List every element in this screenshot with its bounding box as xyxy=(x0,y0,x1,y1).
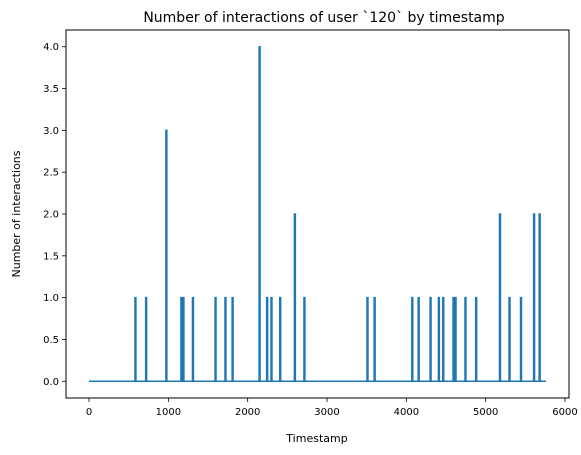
spike-17 xyxy=(411,296,414,382)
plot-lines xyxy=(89,45,546,383)
spike-29 xyxy=(532,213,536,382)
y-tick-label: 4.0 xyxy=(43,42,59,53)
spike-21 xyxy=(442,296,445,382)
spike-13 xyxy=(293,213,297,382)
y-axis-label: Number of interactions xyxy=(10,150,23,277)
spike-10 xyxy=(265,296,269,382)
y-tick-label: 2.0 xyxy=(43,210,59,221)
y-axis-ticks: 0.0 0.5 1.0 1.5 2.0 2.5 3.0 3.5 4.0 xyxy=(43,42,66,388)
x-tick-label: 4000 xyxy=(394,407,419,418)
chart-title: Number of interactions of user `120` by … xyxy=(143,10,504,26)
spike-18 xyxy=(417,296,420,382)
y-tick-label: 2.5 xyxy=(43,168,59,179)
spike-8 xyxy=(231,296,234,382)
spike-2 xyxy=(165,129,168,382)
spike-26 xyxy=(498,213,502,382)
x-tick-label: 2000 xyxy=(235,407,260,418)
spike-16 xyxy=(373,296,376,382)
x-axis-label: Timestamp xyxy=(285,432,347,445)
y-tick-label: 0.0 xyxy=(43,377,59,388)
x-axis-ticks: 0 1000 2000 3000 4000 5000 6000 xyxy=(86,398,578,418)
spike-1 xyxy=(144,296,148,382)
spike-9 xyxy=(258,45,261,382)
spike-4 xyxy=(182,296,185,382)
spike-5 xyxy=(191,296,195,382)
y-tick-label: 1.5 xyxy=(43,251,59,262)
spike-20 xyxy=(437,296,441,382)
spike-27 xyxy=(508,296,511,382)
spike-6 xyxy=(214,296,217,382)
spike-28 xyxy=(519,296,523,382)
spike-15 xyxy=(366,296,369,382)
spike-7 xyxy=(224,296,227,382)
x-tick-label: 3000 xyxy=(314,407,339,418)
y-tick-label: 3.0 xyxy=(43,126,59,137)
spike-0 xyxy=(134,296,137,382)
spike-30 xyxy=(538,213,541,382)
x-tick-label: 0 xyxy=(86,407,92,418)
spike-11 xyxy=(270,296,273,382)
spike-24 xyxy=(464,296,467,382)
spike-14 xyxy=(303,296,306,382)
y-tick-label: 1.0 xyxy=(43,293,59,304)
spike-19 xyxy=(429,296,432,382)
y-tick-label: 0.5 xyxy=(43,335,59,346)
plot-frame xyxy=(65,29,570,399)
spike-3 xyxy=(180,296,183,382)
spike-25 xyxy=(474,296,478,382)
x-tick-label: 5000 xyxy=(473,407,498,418)
spike-23 xyxy=(454,296,457,382)
spike-12 xyxy=(278,296,282,382)
y-tick-label: 3.5 xyxy=(43,84,59,95)
x-tick-label: 1000 xyxy=(156,407,181,418)
spike-22 xyxy=(452,296,455,382)
x-tick-label: 6000 xyxy=(552,407,577,418)
